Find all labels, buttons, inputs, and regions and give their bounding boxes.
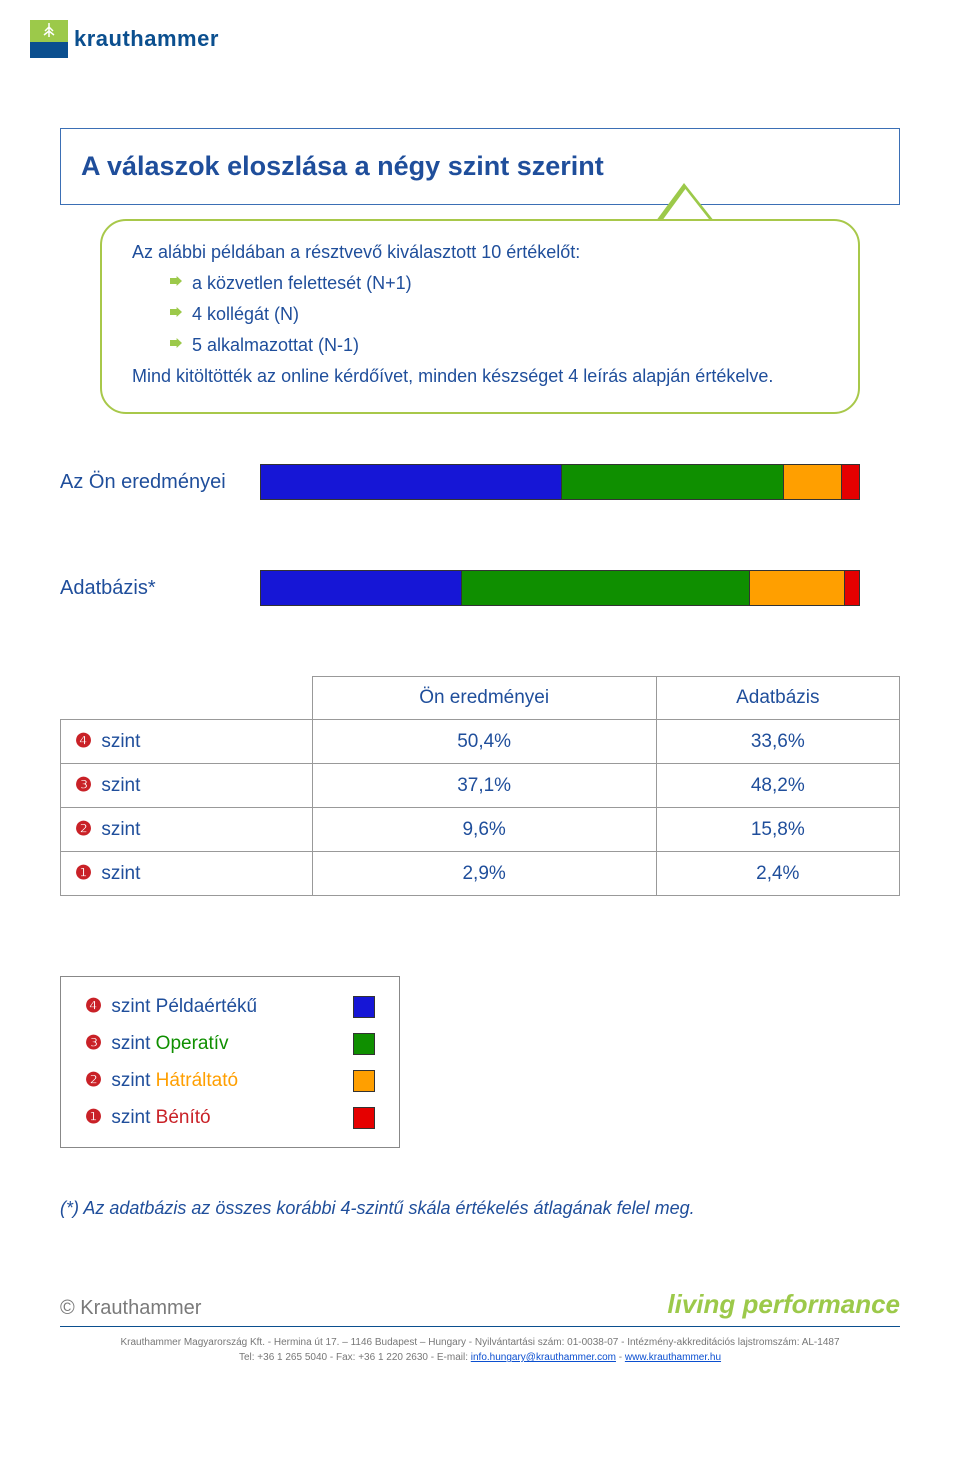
legend-label: ❶ szint Bénító <box>85 1106 211 1129</box>
table-header: Ön eredményei <box>312 677 656 720</box>
callout-item: 4 kollégát (N) <box>170 301 828 328</box>
stacked-bar <box>260 570 860 606</box>
tagline: living performance <box>667 1289 900 1320</box>
row-label: ❷ szint <box>61 808 313 852</box>
bar-segment <box>784 465 841 499</box>
bar-segment <box>261 465 562 499</box>
legend-swatch <box>353 1033 375 1055</box>
table-header: Adatbázis <box>656 677 899 720</box>
percent-table: Ön eredményei Adatbázis ❹ szint50,4%33,6… <box>60 676 900 896</box>
bar-segment <box>750 571 844 605</box>
page-title: A válaszok eloszlása a négy szint szerin… <box>81 151 879 182</box>
cell-db: 2,4% <box>656 852 899 896</box>
bar-label: Adatbázis* <box>60 577 260 600</box>
legend-row: ❶ szint Bénító <box>85 1106 375 1129</box>
cell-own: 9,6% <box>312 808 656 852</box>
callout-outro: Mind kitöltötték az online kérdőívet, mi… <box>132 363 828 390</box>
legend-row: ❸ szint Operatív <box>85 1032 375 1055</box>
cell-own: 37,1% <box>312 764 656 808</box>
bar-row: Adatbázis* <box>60 570 900 606</box>
cell-db: 15,8% <box>656 808 899 852</box>
footer-email-link[interactable]: info.hungary@krauthammer.com <box>471 1352 616 1363</box>
table-row: ❸ szint37,1%48,2% <box>61 764 900 808</box>
cell-own: 2,9% <box>312 852 656 896</box>
footer-line2-prefix: Tel: +36 1 265 5040 - Fax: +36 1 220 263… <box>239 1352 471 1363</box>
row-label: ❸ szint <box>61 764 313 808</box>
tiny-footer: Krauthammer Magyarország Kft. - Hermina … <box>60 1335 900 1365</box>
legend-label: ❸ szint Operatív <box>85 1032 229 1055</box>
cell-own: 50,4% <box>312 720 656 764</box>
bar-segment <box>261 571 462 605</box>
bar-segment <box>462 571 750 605</box>
legend-swatch <box>353 996 375 1018</box>
stacked-bars: Az Ön eredményei Adatbázis* <box>60 464 900 606</box>
legend-label: ❹ szint Példaértékű <box>85 995 257 1018</box>
footer-line1: Krauthammer Magyarország Kft. - Hermina … <box>60 1335 900 1350</box>
cell-db: 48,2% <box>656 764 899 808</box>
footer-row: © Krauthammer living performance <box>60 1289 900 1327</box>
bar-segment <box>842 465 859 499</box>
callout-intro: Az alábbi példában a résztvevő kiválaszt… <box>132 239 828 266</box>
bar-label: Az Ön eredményei <box>60 471 260 494</box>
legend-row: ❷ szint Hátráltató <box>85 1069 375 1092</box>
legend-swatch <box>353 1070 375 1092</box>
brand-name: krauthammer <box>74 26 219 52</box>
footer-website-link[interactable]: www.krauthammer.hu <box>625 1352 721 1363</box>
bar-segment <box>562 465 784 499</box>
callout-wrap: Az alábbi példában a résztvevő kiválaszt… <box>100 219 860 414</box>
row-label: ❹ szint <box>61 720 313 764</box>
legend-label: ❷ szint Hátráltató <box>85 1069 238 1092</box>
copyright: © Krauthammer <box>60 1297 201 1320</box>
brand-logo: krauthammer <box>30 20 900 58</box>
table-row: ❶ szint2,9%2,4% <box>61 852 900 896</box>
stacked-bar <box>260 464 860 500</box>
callout-bubble: Az alábbi példában a résztvevő kiválaszt… <box>100 219 860 414</box>
footer-line2-middle: - <box>616 1352 625 1363</box>
title-box: A válaszok eloszlása a négy szint szerin… <box>60 128 900 205</box>
footnote: (*) Az adatbázis az összes korábbi 4-szi… <box>60 1198 900 1219</box>
row-label: ❶ szint <box>61 852 313 896</box>
table-row: ❹ szint50,4%33,6% <box>61 720 900 764</box>
table-row: ❷ szint9,6%15,8% <box>61 808 900 852</box>
legend-swatch <box>353 1107 375 1129</box>
table-header-blank <box>61 677 313 720</box>
leaf-icon <box>42 23 56 41</box>
callout-item: a közvetlen felettesét (N+1) <box>170 270 828 297</box>
callout-item: 5 alkalmazottat (N-1) <box>170 332 828 359</box>
legend-box: ❹ szint Példaértékű ❸ szint Operatív ❷ szi… <box>60 976 400 1148</box>
cell-db: 33,6% <box>656 720 899 764</box>
bar-segment <box>845 571 859 605</box>
legend-row: ❹ szint Példaértékű <box>85 995 375 1018</box>
logo-mark <box>30 20 68 58</box>
bar-row: Az Ön eredményei <box>60 464 900 500</box>
